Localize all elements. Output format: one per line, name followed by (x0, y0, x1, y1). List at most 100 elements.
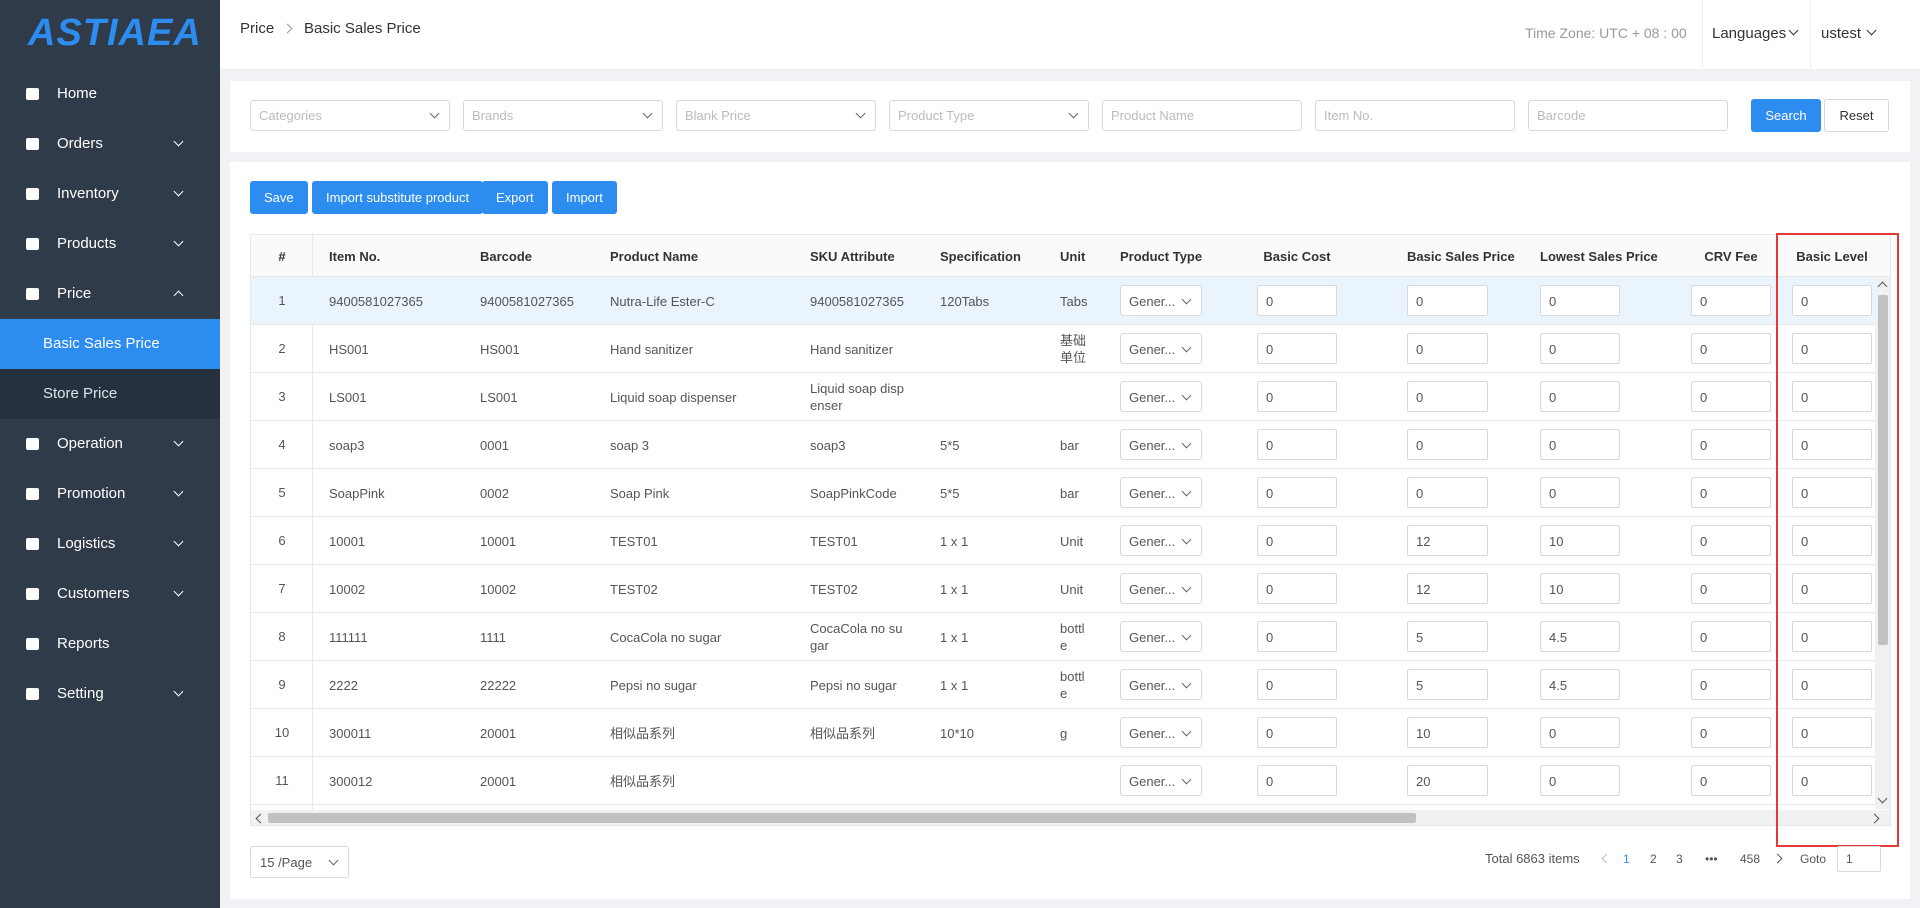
price-input[interactable]: 0 (1540, 717, 1620, 748)
language-menu[interactable]: Languages (1712, 25, 1787, 42)
menu-item[interactable]: Customers (0, 569, 220, 619)
price-input[interactable]: 0 (1407, 333, 1488, 364)
filter-input[interactable]: Product Name (1102, 100, 1302, 131)
type-select[interactable]: Gener... (1120, 285, 1202, 316)
breadcrumb-item[interactable]: Price (240, 20, 275, 37)
price-input[interactable]: 0 (1407, 381, 1488, 412)
price-input[interactable]: 10 (1540, 525, 1620, 556)
page-link[interactable]: 3 (1676, 852, 1683, 866)
type-select[interactable]: Gener... (1120, 765, 1202, 796)
price-input[interactable]: 20 (1407, 765, 1488, 796)
menu-item[interactable]: Inventory (0, 169, 220, 219)
price-input[interactable]: 0 (1691, 477, 1771, 508)
price-input[interactable]: 0 (1257, 717, 1337, 748)
price-input[interactable]: 0 (1691, 381, 1771, 412)
menu-item[interactable]: Operation (0, 419, 220, 469)
toolbar-button[interactable]: Save (250, 181, 308, 214)
price-input[interactable]: 0 (1257, 765, 1337, 796)
price-input[interactable]: 10 (1407, 717, 1488, 748)
price-input[interactable]: 0 (1257, 429, 1337, 460)
price-input[interactable]: 0 (1257, 669, 1337, 700)
type-select[interactable]: Gener... (1120, 381, 1202, 412)
price-input[interactable]: 0 (1691, 573, 1771, 604)
price-input[interactable]: 0 (1257, 525, 1337, 556)
price-input[interactable]: 4.5 (1540, 669, 1620, 700)
price-input[interactable]: 0 (1691, 717, 1771, 748)
filter-select[interactable]: Product Type (889, 100, 1089, 131)
price-input[interactable]: 0 (1257, 381, 1337, 412)
price-input[interactable]: 0 (1792, 525, 1872, 556)
h-scrollbar[interactable] (251, 810, 1890, 825)
price-input[interactable]: 0 (1540, 285, 1620, 316)
price-input[interactable]: 0 (1792, 429, 1872, 460)
type-select[interactable]: Gener... (1120, 669, 1202, 700)
price-input[interactable]: 0 (1407, 429, 1488, 460)
breadcrumb-item[interactable]: Basic Sales Price (304, 20, 421, 37)
price-input[interactable]: 0 (1691, 765, 1771, 796)
price-input[interactable]: 0 (1792, 621, 1872, 652)
type-select[interactable]: Gener... (1120, 717, 1202, 748)
reset-button[interactable]: Reset (1824, 99, 1889, 132)
v-scrollbar[interactable] (1875, 277, 1890, 809)
type-select[interactable]: Gener... (1120, 477, 1202, 508)
page-link[interactable]: 2 (1650, 852, 1657, 866)
submenu-item[interactable]: Store Price (0, 369, 220, 419)
type-select[interactable]: Gener... (1120, 573, 1202, 604)
price-input[interactable]: 0 (1792, 669, 1872, 700)
toolbar-button[interactable]: Import (552, 181, 617, 214)
price-input[interactable]: 0 (1257, 621, 1337, 652)
page-size-select[interactable]: 15 /Page (250, 846, 349, 878)
page-link[interactable]: 1 (1623, 852, 1630, 866)
menu-item[interactable]: Logistics (0, 519, 220, 569)
page-link[interactable]: ••• (1705, 852, 1718, 866)
toolbar-button[interactable]: Export (482, 181, 548, 214)
price-input[interactable]: 0 (1691, 669, 1771, 700)
menu-item[interactable]: Promotion (0, 469, 220, 519)
filter-select[interactable]: Brands (463, 100, 663, 131)
price-input[interactable]: 5 (1407, 669, 1488, 700)
filter-select[interactable]: Blank Price (676, 100, 876, 131)
price-input[interactable]: 0 (1792, 765, 1872, 796)
price-input[interactable]: 10 (1540, 573, 1620, 604)
price-input[interactable]: 12 (1407, 573, 1488, 604)
toolbar-button[interactable]: Import substitute product (312, 181, 484, 214)
menu-item[interactable]: Reports (0, 619, 220, 669)
price-input[interactable]: 0 (1540, 765, 1620, 796)
type-select[interactable]: Gener... (1120, 525, 1202, 556)
price-input[interactable]: 0 (1792, 381, 1872, 412)
price-input[interactable]: 0 (1257, 573, 1337, 604)
price-input[interactable]: 0 (1792, 717, 1872, 748)
price-input[interactable]: 0 (1792, 333, 1872, 364)
submenu-item[interactable]: Basic Sales Price (0, 319, 220, 369)
price-input[interactable]: 0 (1257, 333, 1337, 364)
price-input[interactable]: 0 (1407, 477, 1488, 508)
type-select[interactable]: Gener... (1120, 429, 1202, 460)
filter-select[interactable]: Categories (250, 100, 450, 131)
price-input[interactable]: 12 (1407, 525, 1488, 556)
type-select[interactable]: Gener... (1120, 333, 1202, 364)
search-button[interactable]: Search (1751, 99, 1821, 132)
menu-item[interactable]: Orders (0, 119, 220, 169)
menu-item[interactable]: Products (0, 219, 220, 269)
type-select[interactable]: Gener... (1120, 621, 1202, 652)
goto-input[interactable]: 1 (1837, 846, 1881, 872)
price-input[interactable]: 0 (1691, 621, 1771, 652)
menu-item[interactable]: Home (0, 69, 220, 119)
price-input[interactable]: 0 (1691, 285, 1771, 316)
price-input[interactable]: 0 (1257, 285, 1337, 316)
price-input[interactable]: 0 (1691, 525, 1771, 556)
price-input[interactable]: 0 (1792, 285, 1872, 316)
price-input[interactable]: 0 (1257, 477, 1337, 508)
price-input[interactable]: 0 (1540, 381, 1620, 412)
price-input[interactable]: 0 (1540, 429, 1620, 460)
price-input[interactable]: 5 (1407, 621, 1488, 652)
filter-input[interactable]: Item No. (1315, 100, 1515, 131)
filter-input[interactable]: Barcode (1528, 100, 1728, 131)
price-input[interactable]: 0 (1540, 477, 1620, 508)
menu-item[interactable]: Setting (0, 669, 220, 719)
price-input[interactable]: 0 (1407, 285, 1488, 316)
price-input[interactable]: 0 (1792, 573, 1872, 604)
menu-item[interactable]: Price (0, 269, 220, 319)
price-input[interactable]: 0 (1691, 429, 1771, 460)
page-link[interactable]: 458 (1740, 852, 1761, 866)
